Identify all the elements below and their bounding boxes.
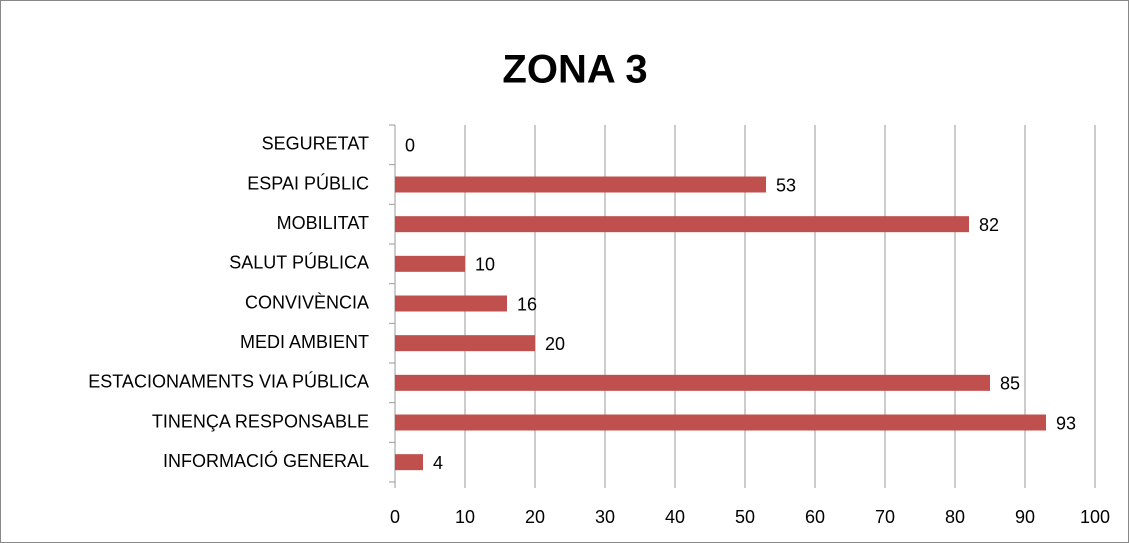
x-tick-label: 60 [805, 507, 825, 527]
bar [395, 374, 990, 391]
bar [395, 176, 766, 193]
x-tick-label: 90 [1015, 507, 1035, 527]
y-tick-label: TINENÇA RESPONSABLE [152, 411, 369, 431]
y-tick-label: SALUT PÚBLICA [229, 252, 369, 273]
x-tick-label: 50 [735, 507, 755, 527]
x-tick-label: 40 [665, 507, 685, 527]
y-tick-label: ESTACIONAMENTS VIA PÚBLICA [88, 371, 369, 392]
data-label: 82 [979, 215, 999, 235]
data-label: 16 [517, 294, 537, 314]
bar [395, 335, 535, 352]
y-tick-label: SEGURETAT [262, 134, 369, 154]
bar [395, 454, 423, 471]
y-tick-label: ESPAI PÚBLIC [247, 172, 369, 193]
data-label: 0 [405, 136, 415, 156]
data-label: 4 [433, 453, 443, 473]
x-tick-label: 10 [455, 507, 475, 527]
x-tick-label: 0 [390, 507, 400, 527]
data-label: 20 [545, 334, 565, 354]
bar [395, 216, 969, 233]
x-tick-label: 30 [595, 507, 615, 527]
bar [395, 414, 1046, 431]
bar [395, 295, 507, 312]
y-tick-label: CONVIVÈNCIA [245, 292, 369, 312]
y-tick-label: INFORMACIÓ GENERAL [163, 450, 369, 471]
x-tick-label: 80 [945, 507, 965, 527]
x-tick-label: 20 [525, 507, 545, 527]
data-label: 10 [475, 255, 495, 275]
x-tick-label: 100 [1080, 507, 1110, 527]
data-label: 93 [1056, 413, 1076, 433]
y-tick-label: MEDI AMBIENT [240, 332, 369, 352]
y-tick-label: MOBILITAT [277, 213, 369, 233]
data-label: 53 [776, 175, 796, 195]
data-label: 85 [1000, 374, 1020, 394]
chart-title: ZONA 3 [502, 48, 647, 92]
x-tick-label: 70 [875, 507, 895, 527]
bar [395, 255, 465, 272]
